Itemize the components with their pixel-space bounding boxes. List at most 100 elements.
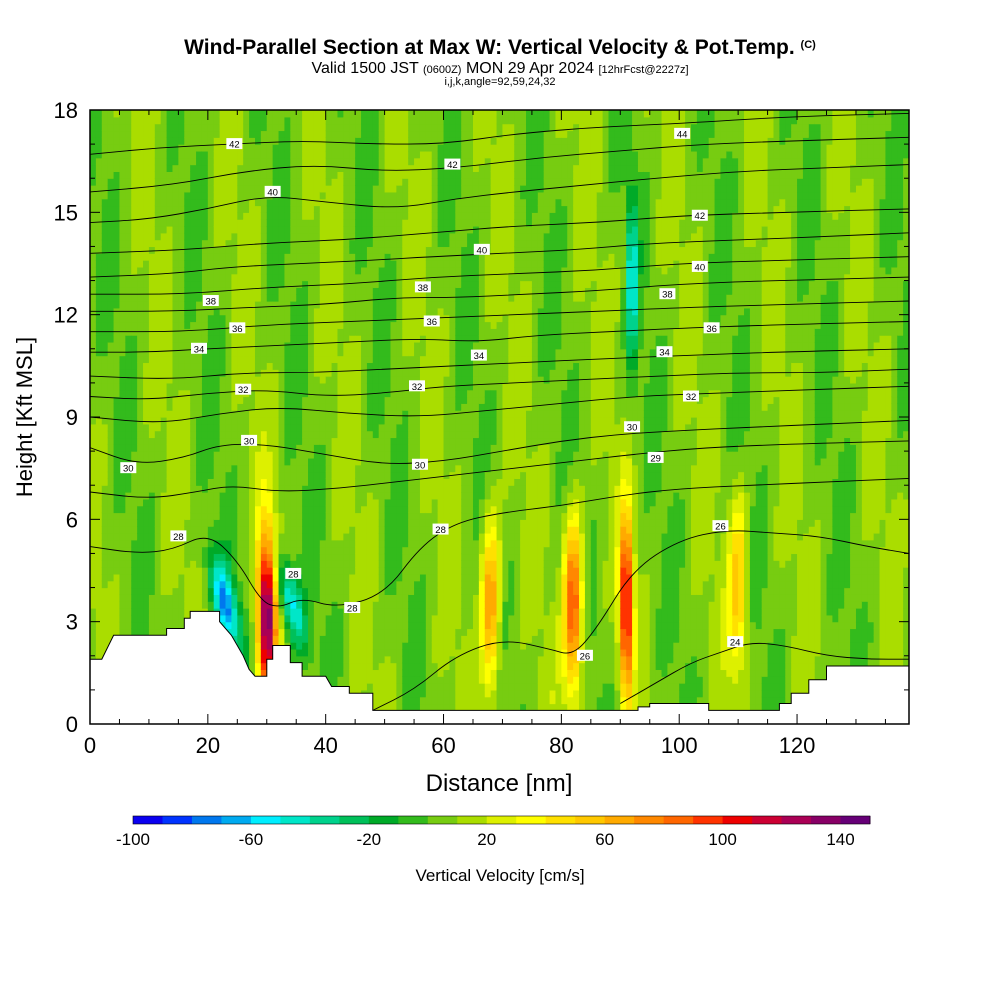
velocity-cell — [231, 246, 238, 254]
velocity-cell — [119, 341, 126, 350]
velocity-cell — [231, 519, 238, 527]
velocity-cell — [125, 362, 132, 370]
velocity-cell — [243, 430, 250, 439]
velocity-cell — [337, 485, 344, 493]
velocity-cell — [190, 205, 197, 213]
velocity-cell — [143, 246, 150, 254]
velocity-cell — [201, 362, 209, 370]
velocity-cell — [396, 573, 403, 582]
velocity-cell — [231, 423, 238, 432]
velocity-cell — [372, 307, 380, 316]
velocity-cell — [361, 253, 368, 261]
velocity-cell — [290, 512, 297, 520]
velocity-cell — [125, 382, 132, 391]
velocity-cell — [384, 410, 392, 418]
velocity-cell — [178, 348, 185, 357]
velocity-cell — [272, 232, 280, 241]
velocity-cell — [325, 362, 333, 370]
velocity-cell — [260, 492, 268, 500]
velocity-cell — [254, 260, 262, 268]
velocity-cell — [313, 553, 321, 561]
velocity-cell — [308, 546, 315, 555]
velocity-cell — [361, 396, 368, 404]
velocity-cell — [107, 150, 115, 159]
velocity-cell — [384, 662, 392, 671]
velocity-cell — [366, 355, 374, 364]
velocity-cell — [95, 198, 103, 207]
velocity-cell — [331, 396, 339, 404]
velocity-cell — [361, 560, 368, 568]
velocity-cell — [266, 560, 274, 568]
velocity-cell — [219, 355, 227, 364]
velocity-cell — [90, 355, 97, 364]
velocity-cell — [119, 246, 126, 254]
velocity-cell — [349, 553, 356, 561]
velocity-cell — [349, 307, 356, 316]
velocity-cell — [243, 123, 250, 132]
velocity-cell — [160, 369, 168, 377]
velocity-cell — [372, 178, 380, 186]
velocity-cell — [254, 110, 262, 118]
velocity-cell — [378, 430, 386, 439]
velocity-cell — [196, 321, 203, 329]
velocity-cell — [402, 246, 409, 254]
velocity-cell — [372, 471, 380, 479]
velocity-cell — [131, 437, 138, 445]
velocity-cell — [278, 150, 286, 159]
velocity-cell — [143, 492, 150, 500]
velocity-cell — [361, 307, 368, 316]
velocity-cell — [137, 232, 144, 241]
velocity-cell — [201, 505, 209, 514]
velocity-cell — [390, 444, 397, 452]
velocity-cell — [178, 362, 185, 370]
velocity-cell — [107, 505, 115, 514]
velocity-cell — [266, 464, 274, 473]
velocity-cell — [384, 492, 392, 500]
velocity-cell — [166, 512, 174, 520]
velocity-cell — [325, 437, 333, 445]
velocity-cell — [408, 396, 415, 404]
velocity-cell — [213, 137, 221, 145]
velocity-cell — [196, 567, 203, 575]
velocity-cell — [408, 307, 415, 316]
velocity-cell — [319, 314, 327, 323]
velocity-cell — [366, 110, 374, 118]
velocity-cell — [284, 335, 291, 343]
velocity-cell — [196, 355, 203, 364]
velocity-cell — [278, 437, 286, 445]
velocity-cell — [95, 116, 103, 125]
velocity-cell — [396, 457, 403, 466]
velocity-cell — [178, 198, 185, 207]
velocity-cell — [113, 157, 121, 166]
velocity-cell — [408, 266, 415, 275]
velocity-cell — [219, 369, 227, 377]
velocity-cell — [284, 471, 291, 479]
velocity-cell — [313, 123, 321, 132]
velocity-cell — [137, 594, 144, 602]
velocity-cell — [349, 171, 356, 179]
velocity-cell — [137, 110, 144, 118]
velocity-cell — [266, 260, 274, 268]
velocity-cell — [219, 144, 227, 152]
velocity-cell — [361, 683, 368, 691]
velocity-cell — [331, 614, 339, 623]
velocity-cell — [266, 205, 274, 213]
velocity-cell — [107, 437, 115, 445]
velocity-cell — [243, 157, 250, 166]
velocity-cell — [90, 526, 97, 534]
velocity-cell — [119, 608, 126, 616]
velocity-cell — [343, 662, 350, 671]
velocity-cell — [254, 382, 262, 391]
velocity-cell — [308, 498, 315, 507]
velocity-cell — [414, 642, 421, 650]
velocity-cell — [260, 417, 268, 425]
velocity-cell — [101, 376, 109, 384]
velocity-cell — [308, 505, 315, 514]
velocity-cell — [384, 621, 392, 630]
velocity-cell — [361, 266, 368, 275]
velocity-cell — [260, 648, 268, 657]
velocity-cell — [231, 512, 238, 520]
velocity-cell — [201, 451, 209, 459]
velocity-cell — [178, 171, 185, 179]
velocity-cell — [184, 287, 191, 295]
